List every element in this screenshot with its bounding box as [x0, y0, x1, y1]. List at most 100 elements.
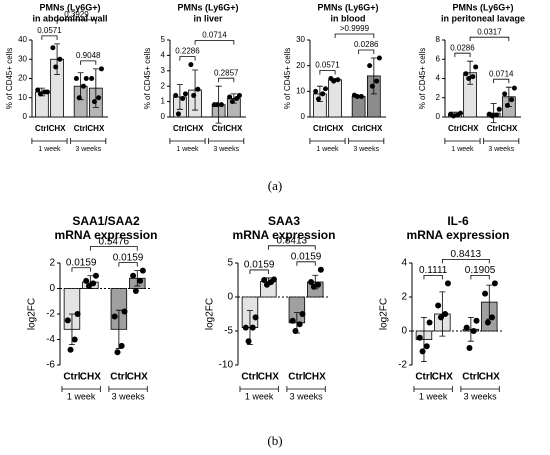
x-tick-label: Ctrl — [487, 124, 501, 133]
group-bracket — [309, 138, 346, 144]
data-point — [423, 343, 430, 350]
chart-title: SAA1/SAA2 — [72, 214, 140, 228]
data-point — [320, 91, 326, 97]
p-value: 0.1111 — [419, 265, 448, 276]
data-point — [315, 96, 321, 102]
x-tick-label: Ctrl — [110, 372, 127, 383]
y-tick-label: 5 — [161, 35, 166, 44]
data-point — [484, 319, 491, 326]
significance-bracket — [469, 36, 510, 42]
y-tick-label: 6 — [436, 54, 441, 63]
group-label: 3 weeks — [290, 391, 324, 401]
y-tick-label: -2 — [46, 309, 55, 320]
data-point — [37, 91, 43, 97]
p-value: 0.3929 — [64, 10, 89, 19]
group-label: 3 weeks — [75, 146, 101, 153]
group-label: 1 week — [316, 146, 339, 153]
data-point — [470, 328, 477, 334]
data-point — [444, 280, 451, 287]
data-point — [83, 277, 90, 284]
x-tick-label: CHX — [80, 372, 101, 383]
y-tick-label: 30 — [18, 54, 27, 63]
x-tick-label: Ctrl — [173, 124, 187, 133]
chart-title: SAA3 — [268, 214, 300, 228]
y-axis-label: % of CD45+ cells — [5, 48, 14, 110]
chart-title: PMNs (Ly6G+) — [178, 2, 239, 12]
x-tick-label: CHX — [87, 124, 105, 133]
data-point — [67, 346, 74, 353]
data-point — [180, 96, 186, 102]
p-value: 0.0159 — [291, 251, 322, 262]
y-tick-label: 4 — [436, 74, 441, 83]
y-tick-label: 2 — [401, 292, 407, 303]
x-tick-label: Ctrl — [35, 124, 49, 133]
y-tick-label: 8 — [436, 35, 441, 44]
chart-title: in liver — [193, 13, 223, 23]
data-point — [98, 66, 104, 72]
x-tick-label: Ctrl — [352, 124, 366, 133]
x-tick-label: CHX — [258, 372, 279, 383]
error-bar — [134, 270, 141, 287]
chart-title: mRNA expression — [233, 228, 336, 242]
data-point — [270, 276, 277, 283]
y-tick-label: 0 — [49, 283, 55, 294]
p-value: 0.0159 — [66, 257, 97, 268]
significance-bracket — [423, 275, 443, 280]
p-value: 0.8413 — [277, 235, 308, 246]
significance-bracket — [493, 78, 510, 84]
data-point — [188, 62, 194, 68]
x-tick-label: CHX — [225, 124, 243, 133]
data-point — [35, 87, 41, 93]
data-point — [437, 314, 444, 321]
error-bar — [467, 317, 474, 342]
error-bar — [176, 84, 183, 110]
significance-bracket — [71, 267, 91, 272]
group-bracket — [108, 386, 148, 392]
error-bar — [192, 69, 199, 111]
data-point — [92, 272, 99, 279]
y-tick-label: 0 — [436, 112, 441, 121]
y-tick-label: 20 — [18, 74, 27, 83]
data-point — [121, 308, 128, 315]
significance-bracket — [41, 35, 58, 40]
group-label: 3 weeks — [464, 391, 498, 401]
y-tick-label: -2 — [398, 360, 407, 371]
data-point — [376, 55, 382, 61]
y-tick-label: -4 — [46, 334, 55, 345]
p-value: 0.0286 — [354, 40, 379, 49]
p-value: 0.2857 — [214, 68, 239, 77]
y-tick-label: 2 — [436, 93, 441, 102]
data-point — [308, 279, 315, 286]
p-value: 0.0159 — [244, 260, 275, 271]
significance-bracket — [319, 70, 336, 75]
y-tick-label: 3 — [161, 66, 166, 75]
chart-title: IL-6 — [447, 214, 469, 228]
p-value: >0.9999 — [340, 24, 370, 33]
data-point — [442, 311, 449, 317]
data-point — [195, 86, 201, 92]
x-tick-label: Ctrl — [241, 372, 258, 383]
data-point — [470, 74, 476, 80]
p-value: 0.0571 — [37, 26, 62, 35]
data-point — [44, 89, 50, 95]
data-point — [419, 348, 426, 355]
data-point — [53, 64, 59, 70]
x-tick-label: Ctrl — [212, 124, 226, 133]
p-value: 0.8413 — [451, 249, 482, 260]
data-point — [139, 267, 146, 274]
y-tick-label: 0 — [401, 326, 407, 337]
group-label: 1 week — [67, 391, 96, 401]
data-point — [74, 311, 81, 317]
error-bar — [420, 317, 427, 362]
data-point — [182, 91, 188, 97]
x-tick-label: CHX — [127, 372, 148, 383]
data-point — [473, 64, 479, 70]
group-bracket — [348, 138, 385, 144]
p-value: 0.0317 — [477, 27, 502, 36]
chart-title: in abdominal wall — [32, 13, 107, 23]
data-point — [448, 111, 454, 117]
data-point — [328, 76, 334, 81]
group-bracket — [70, 138, 107, 144]
data-point — [489, 314, 496, 321]
significance-bracket — [334, 33, 375, 38]
